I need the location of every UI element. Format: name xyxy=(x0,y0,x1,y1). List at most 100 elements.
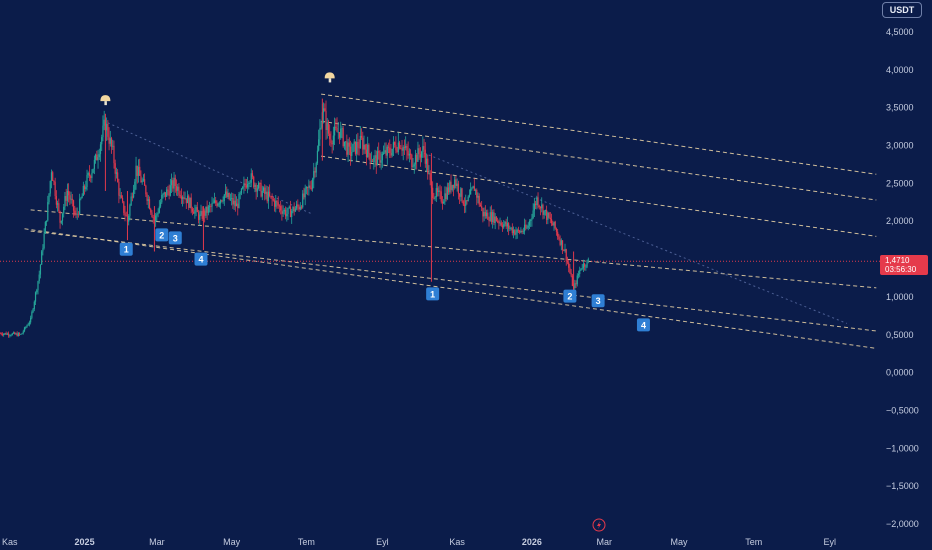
y-tick-label: 1,0000 xyxy=(886,292,914,302)
candle-body xyxy=(434,197,436,199)
candle-body xyxy=(227,192,229,197)
x-tick-label: May xyxy=(670,537,688,547)
candle-body xyxy=(217,203,219,206)
candle-body xyxy=(63,206,65,214)
bar-countdown: 03:56:30 xyxy=(885,265,917,274)
candle-body xyxy=(83,185,86,190)
candle-body xyxy=(449,181,451,193)
candle-body xyxy=(484,211,486,217)
candle-body xyxy=(213,200,216,203)
candle-body xyxy=(52,172,54,181)
candle-body xyxy=(538,205,540,208)
candle-body xyxy=(11,333,13,336)
candle-body xyxy=(237,203,239,208)
candle-body xyxy=(331,143,333,145)
channel-line xyxy=(321,93,877,175)
candle-body xyxy=(65,196,67,201)
candle-body xyxy=(31,312,33,318)
wave-marker: 4 xyxy=(194,252,208,266)
candle-body xyxy=(530,219,532,221)
currency-selector[interactable]: USDT xyxy=(882,2,922,18)
flash-icon[interactable] xyxy=(592,518,606,532)
candle-body xyxy=(543,210,545,215)
mushroom-stem xyxy=(328,78,332,83)
candle-body xyxy=(33,301,35,309)
candle-body xyxy=(343,141,346,147)
candle-body xyxy=(53,180,55,182)
candle-body xyxy=(345,141,347,143)
candle-body xyxy=(462,201,464,205)
candle-body xyxy=(87,173,89,175)
candle-body xyxy=(408,153,410,156)
candle-body xyxy=(519,230,521,233)
candle-body xyxy=(297,204,299,207)
candle-body xyxy=(553,221,555,226)
wave-marker-box xyxy=(426,287,440,301)
candle-body xyxy=(459,193,461,197)
candle-body xyxy=(233,200,235,205)
candle-body xyxy=(74,210,76,214)
candle-body xyxy=(417,148,419,162)
x-tick-label: May xyxy=(223,537,241,547)
candle-body xyxy=(57,203,59,205)
candle-body xyxy=(319,128,321,140)
candle-body xyxy=(9,335,11,337)
y-axis: 4,50004,00003,50003,00002,50002,00001,50… xyxy=(886,27,919,529)
candle-body xyxy=(1,334,4,336)
candle-body xyxy=(155,215,157,222)
candle-body xyxy=(195,207,197,210)
candle-body xyxy=(454,179,456,188)
y-tick-label: 0,0000 xyxy=(886,368,914,378)
candle-body xyxy=(329,133,331,140)
candle-body xyxy=(141,180,143,183)
candle-body xyxy=(223,194,225,202)
candle-body xyxy=(421,151,423,158)
candle-body xyxy=(14,332,16,335)
candle-body xyxy=(184,198,186,200)
x-tick-label: Kas xyxy=(449,537,465,547)
candle-body xyxy=(429,173,431,180)
candle-body xyxy=(21,333,23,335)
candle-body xyxy=(552,223,554,226)
candle-body xyxy=(234,200,236,207)
y-tick-label: 0,5000 xyxy=(886,330,914,340)
wave-marker: 2 xyxy=(563,289,577,303)
candle-body xyxy=(17,333,19,337)
candle-body xyxy=(199,214,201,220)
candle-body xyxy=(401,148,403,151)
candle-body xyxy=(208,205,211,207)
candle-body xyxy=(566,260,569,263)
candle-body xyxy=(245,185,247,188)
candle-body xyxy=(333,126,336,136)
candle-body xyxy=(356,141,358,154)
candle-body xyxy=(587,259,589,261)
candle-body xyxy=(348,142,350,147)
candle-body xyxy=(503,224,505,228)
mushroom-cap xyxy=(324,72,335,79)
candle-body xyxy=(276,200,278,203)
candle-body xyxy=(371,160,374,162)
candle-body xyxy=(336,127,338,133)
candle-body xyxy=(470,189,472,195)
candle-body xyxy=(300,206,303,208)
candle-body xyxy=(346,141,348,155)
candle-body xyxy=(455,179,457,187)
candle-body xyxy=(94,154,97,160)
candle-body xyxy=(563,249,565,251)
candle-body xyxy=(135,165,137,182)
candle-body xyxy=(537,197,539,206)
candle-body xyxy=(37,281,39,291)
candle-body xyxy=(338,132,341,138)
candle-body xyxy=(405,145,407,148)
candle-body xyxy=(508,223,510,229)
candle-body xyxy=(27,324,29,326)
candle-body xyxy=(424,149,426,164)
candle-body xyxy=(379,152,381,163)
candle-body xyxy=(318,139,320,151)
candle-body xyxy=(531,218,533,220)
candle-body xyxy=(335,126,337,128)
candle-body xyxy=(164,192,167,197)
wave-marker-box xyxy=(591,294,605,308)
candle-body xyxy=(489,212,491,222)
